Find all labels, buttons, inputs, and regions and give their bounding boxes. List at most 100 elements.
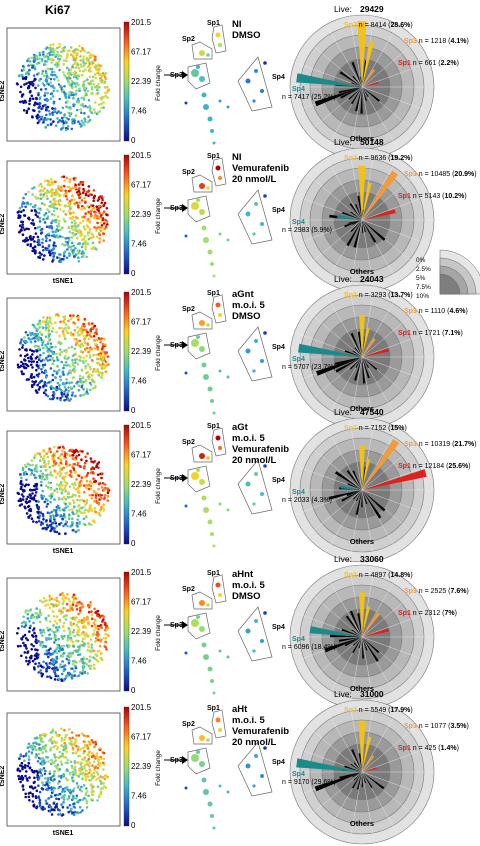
tsne-cell-point <box>45 527 48 531</box>
tsne-cell-point <box>45 113 48 117</box>
tsne-cell-point <box>47 329 51 332</box>
tsne-cell-point <box>86 763 89 766</box>
tsne-cell-point <box>39 228 43 232</box>
tsne-cell-point <box>44 370 48 374</box>
tsne-cell-point <box>44 617 47 620</box>
tsne-cell-point <box>43 631 46 634</box>
tsne-cell-point <box>97 232 101 235</box>
tsne-cell-point <box>102 232 106 236</box>
tsne-cell-point <box>30 56 33 60</box>
tsne-cell-point <box>44 769 47 773</box>
others-wedge <box>351 87 362 105</box>
tsne-cell-point <box>57 83 61 86</box>
tsne-cell-point <box>40 807 43 810</box>
tsne-cell-point <box>53 469 56 472</box>
sp3-label: Sp3 <box>170 757 183 764</box>
spade-node <box>184 234 188 238</box>
tsne-cell-point <box>62 175 66 178</box>
tsne-cell-point <box>61 242 64 246</box>
tsne-cell-point <box>71 186 74 190</box>
tsne-cell-point <box>54 345 57 349</box>
tsne-cell-point <box>52 658 56 661</box>
tsne-cell-point <box>96 473 100 477</box>
condition-label-line: aHnt <box>232 569 254 580</box>
spade-node <box>199 600 205 606</box>
tsne-cell-point <box>71 770 74 774</box>
tsne-cell-point <box>46 788 49 792</box>
tsne-cell-point <box>55 615 59 618</box>
sp4-gate <box>237 56 273 112</box>
radar-spoke <box>306 443 363 491</box>
tsne-cell-point <box>106 355 110 358</box>
tsne-cell-point <box>49 497 53 500</box>
others-wedge <box>335 357 362 373</box>
tsne-cell-point <box>90 797 93 801</box>
tsne-cell-point <box>87 237 91 241</box>
tsne-cell-point <box>34 662 37 666</box>
tsne-cell-point <box>30 459 34 462</box>
condition-label-line: NI <box>232 19 242 30</box>
tsne-cell-point <box>95 214 99 218</box>
live-count-label: Live: <box>334 554 352 564</box>
tsne-cell-point <box>71 499 75 502</box>
tsne-cell-point <box>41 751 44 754</box>
tsne-cell-point <box>59 663 62 666</box>
tsne-cell-point <box>46 117 49 121</box>
live-count-value: 31000 <box>360 689 384 699</box>
tsne-cell-point <box>24 340 28 343</box>
tsne-cell-point <box>81 180 85 184</box>
tsne-cell-point <box>36 345 40 348</box>
tsne-cell-point <box>99 496 103 500</box>
spade-node <box>254 69 258 73</box>
tsne-cell-point <box>100 505 103 509</box>
others-wedge <box>352 220 362 225</box>
tsne-cell-point <box>52 247 55 250</box>
tsne-cell-point <box>23 764 27 767</box>
tsne-cell-point <box>81 242 85 246</box>
tsne-cell-point <box>81 332 84 335</box>
tsne-cell-point <box>73 365 76 368</box>
tsne-cell-point <box>36 62 39 65</box>
tsne-cell-point <box>84 774 87 778</box>
tsne-cell-point <box>37 507 40 511</box>
tsne-cell-point <box>68 230 71 234</box>
sp4-gate <box>237 326 273 382</box>
tsne-cell-point <box>98 624 101 628</box>
sp2-label: Sp2 <box>182 439 195 446</box>
tsne-cell-point <box>86 233 90 237</box>
tsne-cell-point <box>86 56 89 60</box>
tsne-cell-point <box>68 91 72 94</box>
tsne-cell-point <box>43 478 46 481</box>
tsne-cell-point <box>39 599 42 602</box>
tsne-cell-point <box>53 213 56 217</box>
tsne-cell-point <box>77 474 81 478</box>
tsne-cell-point <box>27 515 30 519</box>
tsne-cell-point <box>77 260 81 263</box>
tsne-cell-point <box>49 367 53 370</box>
others-wedge <box>361 772 364 788</box>
tsne-cell-point <box>33 780 36 784</box>
tsne-cell-point <box>44 326 48 330</box>
tsne-cell-point <box>17 214 21 217</box>
colorbar <box>123 706 130 827</box>
tsne-cell-point <box>65 520 68 523</box>
tsne-cell-point <box>15 632 19 635</box>
tsne-cell-point <box>26 238 30 242</box>
tsne-cell-point <box>27 360 31 363</box>
radar-spoke <box>306 725 363 773</box>
tsne-cell-point <box>19 100 22 104</box>
tsne-cell-point <box>38 803 42 806</box>
tsne-cell-point <box>50 602 53 606</box>
tsne-cell-point <box>50 662 53 665</box>
tsne-cell-point <box>33 668 36 671</box>
tsne-cell-point <box>47 340 50 343</box>
tsne-cell-point <box>44 750 48 753</box>
tsne-cell-point <box>38 53 42 57</box>
tsne-cell-point <box>24 483 28 487</box>
tsne-cell-point <box>67 319 70 323</box>
tsne-cell-point <box>47 462 50 465</box>
tsne-cell-point <box>21 372 24 376</box>
spade-node <box>252 232 256 236</box>
tsne-cell-point <box>85 801 89 805</box>
